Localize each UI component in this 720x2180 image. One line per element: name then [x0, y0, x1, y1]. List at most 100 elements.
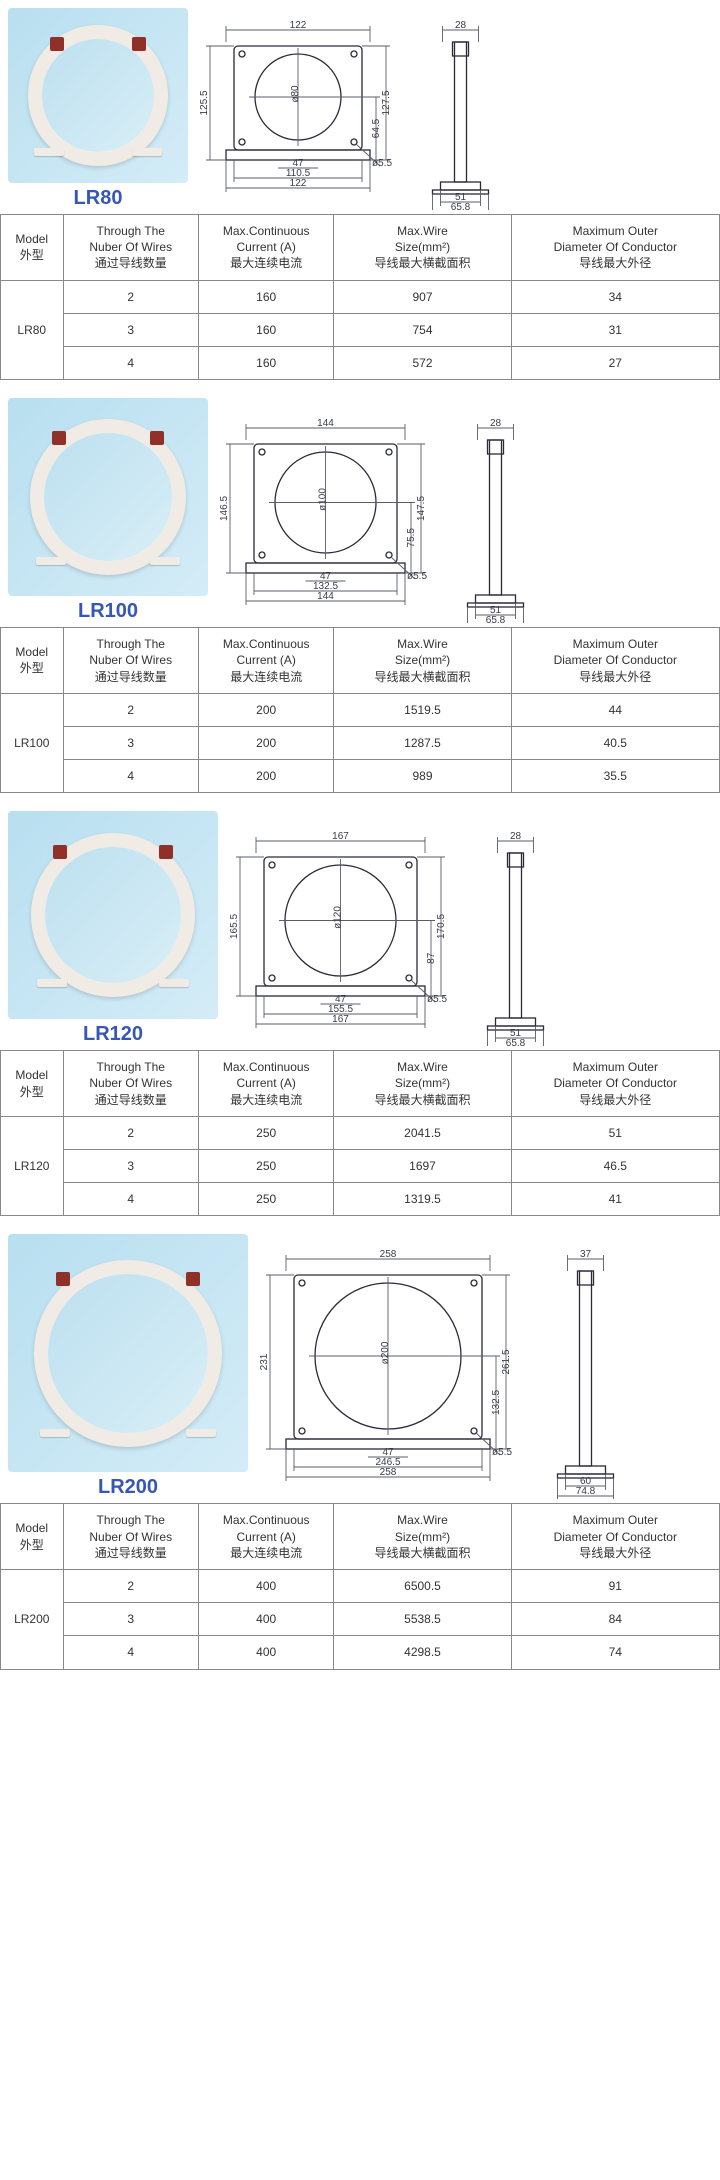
wires-cell: 2 — [63, 1569, 198, 1602]
wires-cell: 2 — [63, 1116, 198, 1149]
product-section-lr120: LR120 167 ø120 165.5 — [0, 803, 720, 1216]
col-header: Through TheNuber Of Wires通过导线数量 — [63, 1504, 198, 1570]
svg-text:122: 122 — [290, 178, 307, 189]
col-header: Maximum OuterDiameter Of Conductor导线最大外径 — [511, 1051, 719, 1117]
current-cell: 200 — [198, 693, 333, 726]
side-drawing: 28 51 65.8 — [443, 418, 548, 623]
svg-text:28: 28 — [510, 831, 522, 842]
diameter-cell: 27 — [511, 346, 719, 379]
col-header: Maximum OuterDiameter Of Conductor导线最大外径 — [511, 215, 719, 281]
wires-cell: 2 — [63, 280, 198, 313]
svg-text:122: 122 — [290, 20, 307, 31]
wiresize-cell: 1287.5 — [334, 726, 511, 759]
col-header: Max.WireSize(mm²)导线最大横截面积 — [334, 1504, 511, 1570]
svg-text:ø5.5: ø5.5 — [372, 158, 392, 169]
diameter-cell: 41 — [511, 1183, 719, 1216]
current-cell: 250 — [198, 1183, 333, 1216]
product-photo — [8, 8, 188, 183]
front-drawing: 122 ø80 125.5 127.5 64.5 — [198, 20, 398, 210]
product-label: LR200 — [98, 1476, 158, 1499]
table-row: 4 160 572 27 — [1, 346, 720, 379]
model-cell: LR80 — [1, 280, 64, 380]
figure-row: LR80 122 ø80 125.5 — [0, 0, 720, 214]
table-row: 3 400 5538.5 84 — [1, 1603, 720, 1636]
col-header: Max.ContinuousCurrent (A)最大连续电流 — [198, 628, 333, 694]
svg-text:28: 28 — [490, 418, 502, 429]
table-row: LR80 2 160 907 34 — [1, 280, 720, 313]
wires-cell: 4 — [63, 346, 198, 379]
col-header: Through TheNuber Of Wires通过导线数量 — [63, 1051, 198, 1117]
current-cell: 200 — [198, 726, 333, 759]
svg-text:170.5: 170.5 — [436, 914, 447, 939]
svg-text:ø5.5: ø5.5 — [427, 994, 447, 1005]
product-photo — [8, 811, 218, 1019]
table-row: 3 200 1287.5 40.5 — [1, 726, 720, 759]
col-header: Model外型 — [1, 215, 64, 281]
wires-cell: 4 — [63, 1636, 198, 1669]
wiresize-cell: 1319.5 — [334, 1183, 511, 1216]
figure-row: LR200 258 ø200 231 — [0, 1226, 720, 1503]
wiresize-cell: 754 — [334, 313, 511, 346]
svg-text:ø100: ø100 — [318, 488, 329, 511]
svg-text:64.5: 64.5 — [371, 118, 382, 138]
table-row: 4 200 989 35.5 — [1, 760, 720, 793]
table-row: 3 160 754 31 — [1, 313, 720, 346]
product-section-lr80: LR80 122 ø80 125.5 — [0, 0, 720, 380]
svg-text:ø200: ø200 — [380, 1342, 391, 1365]
table-row: 4 250 1319.5 41 — [1, 1183, 720, 1216]
photo-block: LR120 — [8, 811, 218, 1046]
wiresize-cell: 572 — [334, 346, 511, 379]
svg-text:74.8: 74.8 — [576, 1486, 596, 1497]
col-header: Model外型 — [1, 1504, 64, 1570]
col-header: Maximum OuterDiameter Of Conductor导线最大外径 — [511, 1504, 719, 1570]
diameter-cell: 44 — [511, 693, 719, 726]
svg-text:ø5.5: ø5.5 — [407, 571, 427, 582]
svg-text:165.5: 165.5 — [229, 914, 240, 939]
col-header: Model外型 — [1, 1051, 64, 1117]
svg-text:258: 258 — [380, 1467, 397, 1478]
svg-text:144: 144 — [317, 591, 334, 602]
svg-text:37: 37 — [580, 1249, 592, 1260]
diameter-cell: 51 — [511, 1116, 719, 1149]
wires-cell: 3 — [63, 313, 198, 346]
wires-cell: 3 — [63, 1150, 198, 1183]
current-cell: 400 — [198, 1636, 333, 1669]
current-cell: 160 — [198, 313, 333, 346]
side-drawing: 37 60 74.8 — [528, 1249, 643, 1499]
current-cell: 400 — [198, 1603, 333, 1636]
wires-cell: 2 — [63, 693, 198, 726]
table-row: 3 250 1697 46.5 — [1, 1150, 720, 1183]
svg-text:ø120: ø120 — [333, 906, 344, 929]
svg-text:87: 87 — [426, 953, 437, 965]
svg-text:146.5: 146.5 — [219, 496, 230, 521]
front-drawing: 144 ø100 146.5 147.5 75.5 — [218, 418, 433, 623]
product-section-lr200: LR200 258 ø200 231 — [0, 1226, 720, 1669]
front-drawing: 167 ø120 165.5 170.5 87 — [228, 831, 453, 1046]
product-photo — [8, 1234, 248, 1472]
diameter-cell: 46.5 — [511, 1150, 719, 1183]
current-cell: 250 — [198, 1150, 333, 1183]
front-drawing: 258 ø200 231 261.5 132.5 — [258, 1249, 518, 1499]
photo-block: LR200 — [8, 1234, 248, 1499]
current-cell: 160 — [198, 280, 333, 313]
svg-text:127.5: 127.5 — [381, 90, 392, 115]
model-cell: LR100 — [1, 693, 64, 793]
col-header: Maximum OuterDiameter Of Conductor导线最大外径 — [511, 628, 719, 694]
spec-table-lr80: Model外型 Through TheNuber Of Wires通过导线数量 … — [0, 214, 720, 380]
diameter-cell: 74 — [511, 1636, 719, 1669]
wiresize-cell: 5538.5 — [334, 1603, 511, 1636]
col-header: Max.WireSize(mm²)导线最大横截面积 — [334, 628, 511, 694]
spec-table-lr100: Model外型 Through TheNuber Of Wires通过导线数量 … — [0, 627, 720, 793]
col-header: Max.WireSize(mm²)导线最大横截面积 — [334, 1051, 511, 1117]
current-cell: 250 — [198, 1116, 333, 1149]
wiresize-cell: 907 — [334, 280, 511, 313]
svg-text:28: 28 — [455, 20, 467, 31]
svg-text:75.5: 75.5 — [406, 528, 417, 548]
wiresize-cell: 1697 — [334, 1150, 511, 1183]
diameter-cell: 31 — [511, 313, 719, 346]
svg-text:ø5.5: ø5.5 — [492, 1447, 512, 1458]
product-photo — [8, 398, 208, 596]
svg-text:261.5: 261.5 — [501, 1349, 512, 1374]
wires-cell: 4 — [63, 760, 198, 793]
side-drawing: 28 51 65.8 — [408, 20, 513, 210]
